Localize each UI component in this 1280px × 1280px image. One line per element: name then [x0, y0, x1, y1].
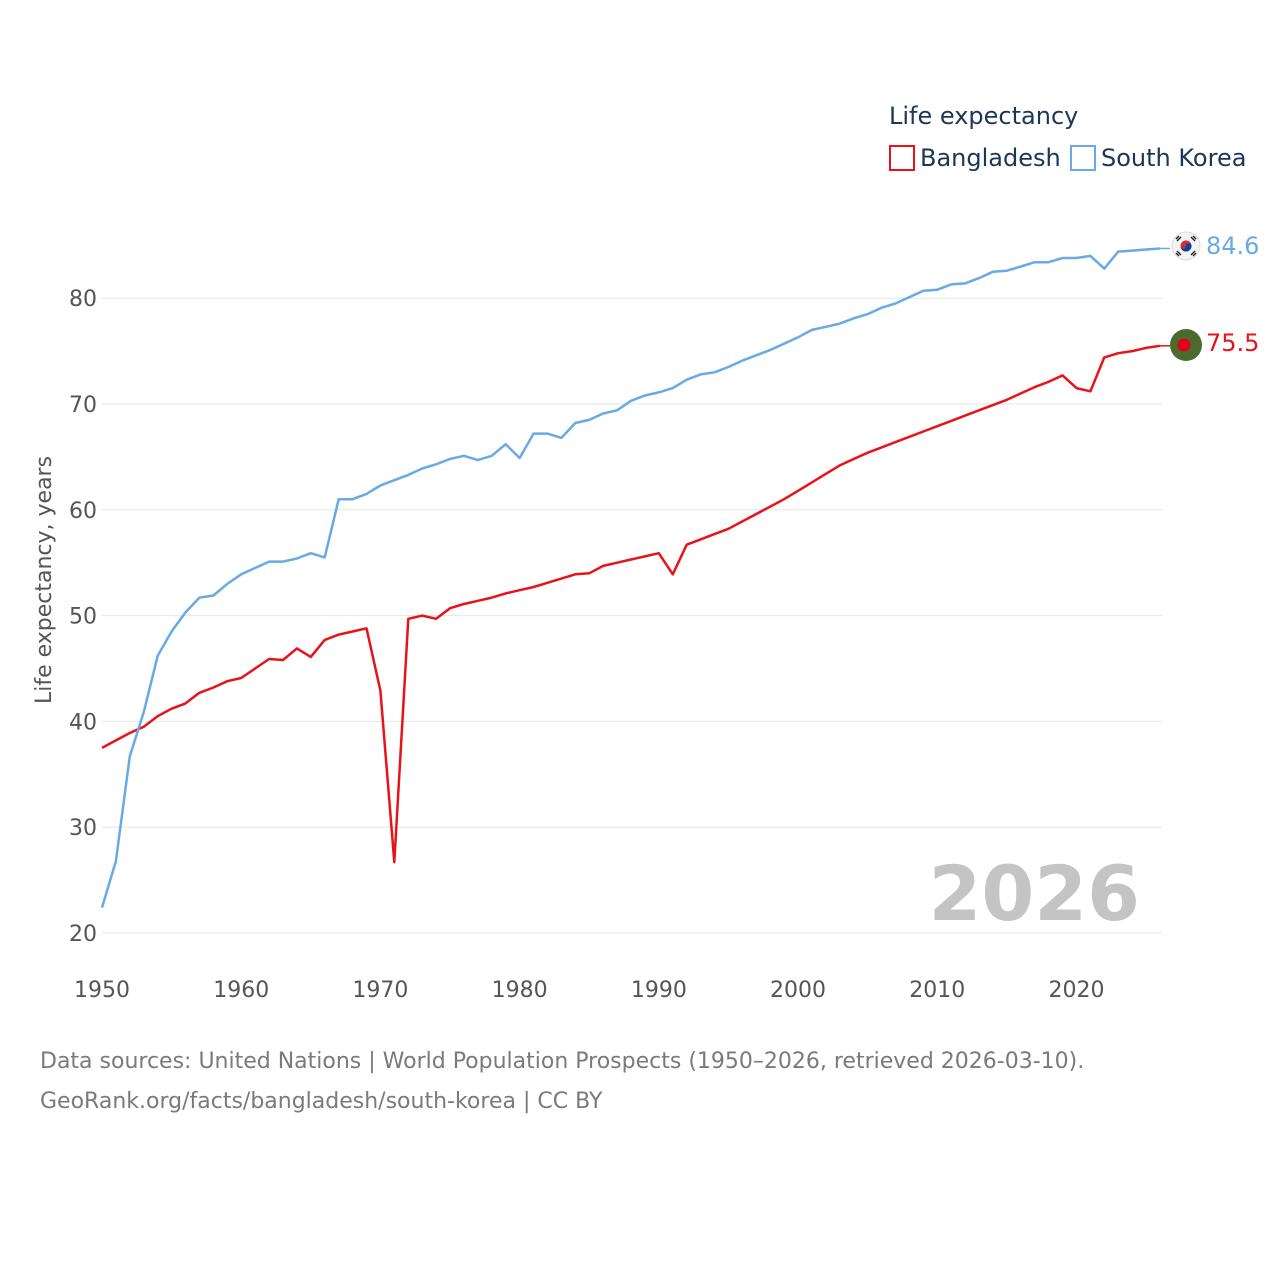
chart: Life expectancy Bangladesh South Korea 2…: [32, 102, 1259, 1003]
bangladesh-flag-icon: [1170, 329, 1202, 361]
x-tick-label: 2000: [770, 978, 826, 1003]
bangladesh-end-value: 75.5: [1206, 329, 1259, 357]
y-axis-ticks: 20 30 40 50 60 70 80: [69, 287, 97, 947]
x-tick-label: 2010: [909, 978, 965, 1003]
y-tick-label: 80: [69, 287, 97, 312]
y-tick-label: 20: [69, 922, 97, 947]
legend-swatch-bangladesh[interactable]: [889, 145, 915, 171]
x-tick-label: 1970: [352, 978, 408, 1003]
footer: Data sources: United Nations | World Pop…: [40, 1042, 1084, 1122]
y-tick-label: 60: [69, 499, 97, 524]
y-axis-label: Life expectancy, years: [32, 456, 57, 704]
x-tick-label: 1990: [631, 978, 687, 1003]
y-tick-label: 70: [69, 393, 97, 418]
series-line-south-korea[interactable]: [100, 247, 1161, 908]
x-tick-label: 1950: [74, 978, 130, 1003]
y-tick-label: 40: [69, 710, 97, 735]
series-lines: [100, 247, 1170, 908]
x-axis-ticks: 1950 1960 1970 1980 1990 2000 2010 2020: [74, 978, 1104, 1003]
y-tick-label: 30: [69, 816, 97, 841]
legend-title: Life expectancy: [889, 102, 1078, 130]
legend-swatch-south-korea[interactable]: [1070, 145, 1096, 171]
x-tick-label: 2020: [1048, 978, 1104, 1003]
y-tick-label: 50: [69, 605, 97, 630]
data-sources-text: Data sources: United Nations | World Pop…: [40, 1049, 1085, 1074]
grid: [102, 297, 1162, 934]
current-year-label: 2026: [928, 849, 1140, 938]
legend-label-bangladesh[interactable]: Bangladesh: [920, 144, 1061, 172]
x-tick-label: 1960: [213, 978, 269, 1003]
x-tick-label: 1980: [492, 978, 548, 1003]
series-line-bangladesh[interactable]: [101, 344, 1161, 864]
legend-label-south-korea[interactable]: South Korea: [1101, 144, 1246, 172]
legend: Life expectancy Bangladesh South Korea: [889, 102, 1246, 172]
south-korea-flag-icon: [1171, 231, 1201, 261]
source-url-text[interactable]: GeoRank.org/facts/bangladesh/south-korea…: [40, 1089, 603, 1114]
south-korea-end-value: 84.6: [1206, 232, 1259, 260]
